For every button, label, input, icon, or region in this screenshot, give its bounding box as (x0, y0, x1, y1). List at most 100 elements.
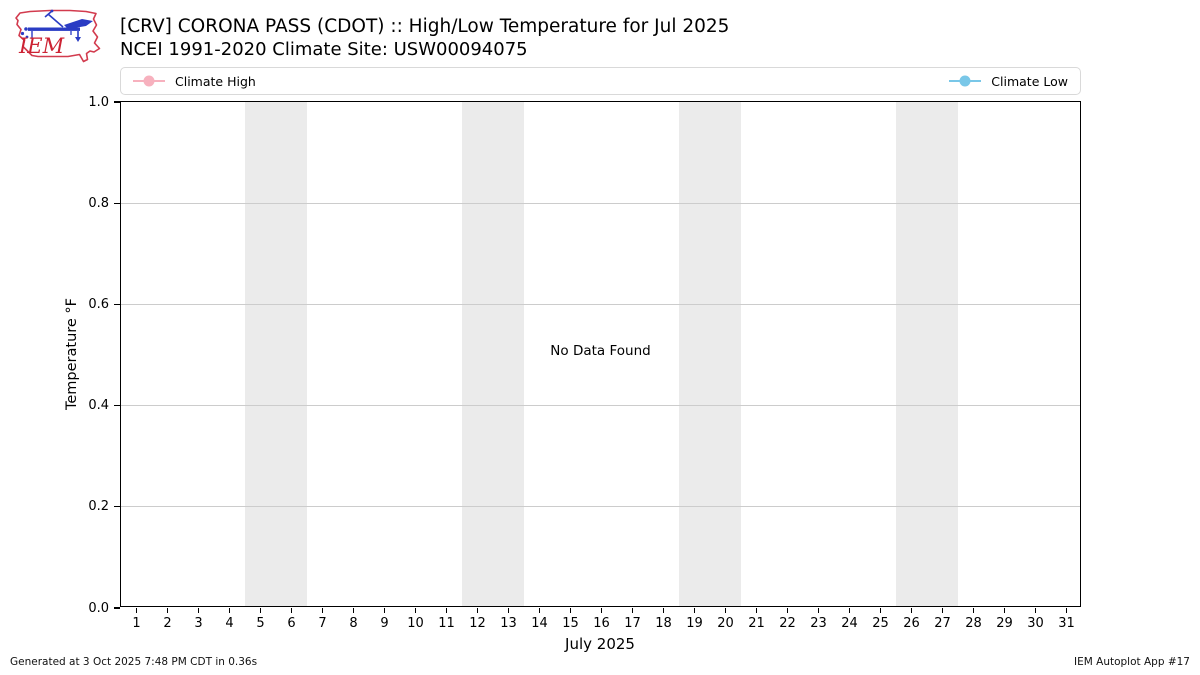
x-tick-mark (662, 608, 665, 613)
x-tick-label: 16 (593, 616, 610, 631)
x-tick-label: 21 (748, 616, 765, 631)
x-tick-mark (507, 608, 510, 613)
legend-item-climate-low: Climate Low (949, 74, 1068, 89)
x-tick-mark (166, 608, 169, 613)
x-tick-mark (631, 608, 634, 613)
y-tick-mark (113, 202, 120, 204)
x-tick-label: 4 (225, 616, 234, 631)
y-tick-label: 0.2 (88, 499, 109, 515)
x-tick-label: 5 (256, 616, 265, 631)
x-tick-mark (693, 608, 696, 613)
y-tick-label: 0.6 (88, 296, 109, 312)
x-tick-label: 23 (810, 616, 827, 631)
x-tick-label: 15 (562, 616, 579, 631)
chart-subtitle: NCEI 1991-2020 Climate Site: USW00094075 (120, 39, 528, 60)
y-tick-mark (113, 101, 120, 103)
climate-high-marker-icon (133, 75, 165, 87)
x-tick-label: 25 (872, 616, 889, 631)
x-tick-label: 3 (194, 616, 203, 631)
x-tick-label: 17 (624, 616, 641, 631)
y-gridline (121, 202, 1080, 204)
footer-generated-text: Generated at 3 Oct 2025 7:48 PM CDT in 0… (10, 656, 258, 668)
x-tick-label: 10 (407, 616, 424, 631)
x-tick-label: 1 (132, 616, 141, 631)
weekend-shading-band (679, 102, 741, 606)
weekend-shading-band (896, 102, 958, 606)
iem-logo: IEM (15, 9, 101, 63)
y-tick-label: 0.0 (88, 600, 109, 616)
x-tick-label: 26 (903, 616, 920, 631)
x-tick-mark (197, 608, 200, 613)
x-tick-mark (879, 608, 882, 613)
y-tick-mark (113, 404, 120, 407)
legend: Climate High Climate Low (120, 67, 1081, 95)
x-tick-label: 6 (287, 616, 296, 631)
x-tick-mark (1034, 608, 1037, 613)
x-tick-mark (600, 608, 603, 613)
x-tick-label: 14 (531, 616, 548, 631)
climate-low-marker-icon (949, 75, 982, 87)
y-tick-mark (113, 607, 120, 609)
x-tick-label: 11 (438, 616, 455, 631)
x-tick-mark (848, 608, 851, 613)
legend-item-climate-high: Climate High (133, 74, 256, 89)
x-tick-label: 18 (655, 616, 672, 631)
y-gridline (121, 405, 1080, 407)
logo-text: IEM (18, 34, 65, 58)
x-tick-label: 7 (318, 616, 327, 631)
no-data-message: No Data Found (550, 343, 651, 359)
x-tick-label: 19 (686, 616, 703, 631)
x-tick-mark (569, 608, 572, 613)
y-axis-label: Temperature °F (64, 297, 80, 411)
x-tick-label: 9 (380, 616, 389, 631)
plot-area: No Data Found 0.0 0.2 0.4 0.6 0.8 1.0 1 2 3 4 5 6 7 8… (88, 96, 1081, 630)
x-tick-label: 13 (500, 616, 517, 631)
x-tick-mark (910, 608, 913, 613)
x-tick-mark (972, 608, 975, 613)
x-tick-mark (259, 608, 262, 613)
x-tick-label: 27 (934, 616, 951, 631)
chart-title: [CRV] CORONA PASS (CDOT) :: High/Low Tem… (120, 16, 730, 37)
x-tick-label: 28 (965, 616, 982, 631)
weekend-shading-band (245, 102, 307, 606)
x-tick-label: 31 (1058, 616, 1075, 631)
x-tick-mark (1003, 608, 1006, 613)
y-tick-label: 1.0 (88, 94, 109, 110)
x-tick-label: 24 (841, 616, 858, 631)
y-tick-mark (113, 303, 120, 306)
x-tick-mark (445, 608, 448, 613)
x-tick-mark (724, 608, 727, 613)
y-tick-label: 0.4 (88, 398, 109, 414)
x-tick-mark (538, 608, 541, 613)
y-tick-mark (113, 506, 120, 508)
x-tick-mark (414, 608, 417, 613)
x-tick-mark (476, 608, 479, 613)
y-tick-label: 0.8 (88, 195, 109, 211)
x-tick-label: 8 (349, 616, 358, 631)
x-tick-label: 12 (469, 616, 486, 631)
x-tick-mark (786, 608, 789, 613)
x-axis-label: July 2025 (565, 635, 635, 653)
weather-vane-glyph (20, 9, 93, 42)
x-tick-mark (290, 608, 293, 613)
x-tick-mark (135, 608, 138, 613)
legend-label-climate-low: Climate Low (991, 73, 1068, 89)
footer-app-text: IEM Autoplot App #17 (1074, 656, 1190, 668)
x-tick-mark (817, 608, 820, 613)
legend-label-climate-high: Climate High (175, 73, 256, 89)
x-tick-mark (941, 608, 944, 613)
x-tick-mark (352, 608, 355, 613)
y-gridline (121, 303, 1080, 305)
x-tick-mark (228, 608, 231, 613)
x-tick-label: 2 (163, 616, 172, 631)
y-gridline (121, 506, 1080, 508)
x-tick-label: 30 (1027, 616, 1044, 631)
weekend-shading-band (462, 102, 524, 606)
x-tick-mark (383, 608, 386, 613)
x-tick-label: 20 (717, 616, 734, 631)
x-tick-label: 29 (996, 616, 1013, 631)
x-tick-mark (1065, 608, 1068, 613)
x-tick-mark (755, 608, 758, 613)
x-tick-label: 22 (779, 616, 796, 631)
